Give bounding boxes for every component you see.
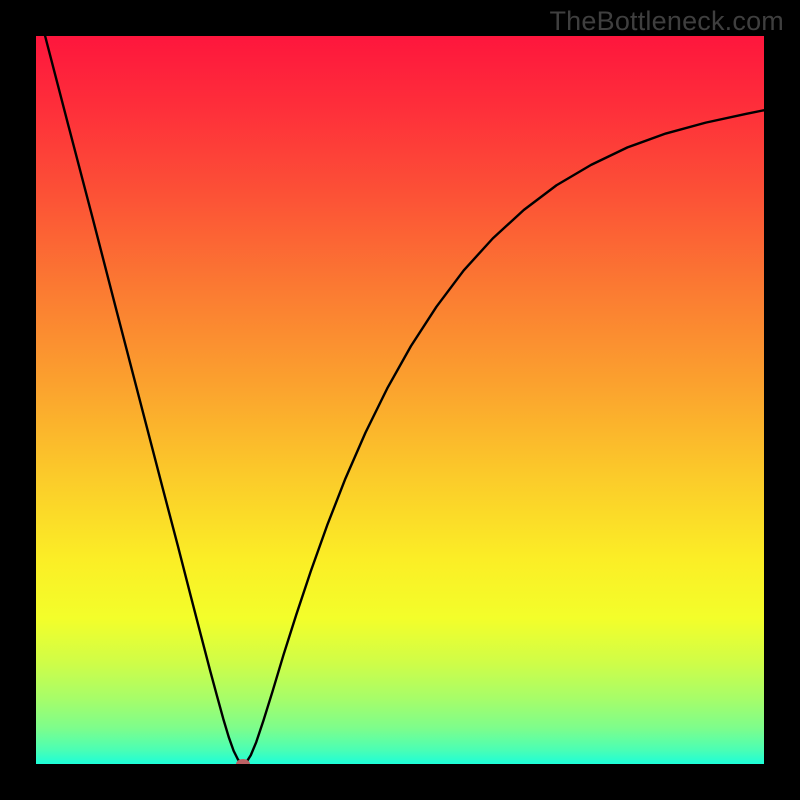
watermark-text: TheBottleneck.com: [549, 6, 784, 37]
plot-area: [36, 36, 764, 764]
chart-frame: TheBottleneck.com: [0, 0, 800, 800]
minimum-marker: [236, 759, 250, 764]
bottleneck-curve: [36, 36, 764, 764]
